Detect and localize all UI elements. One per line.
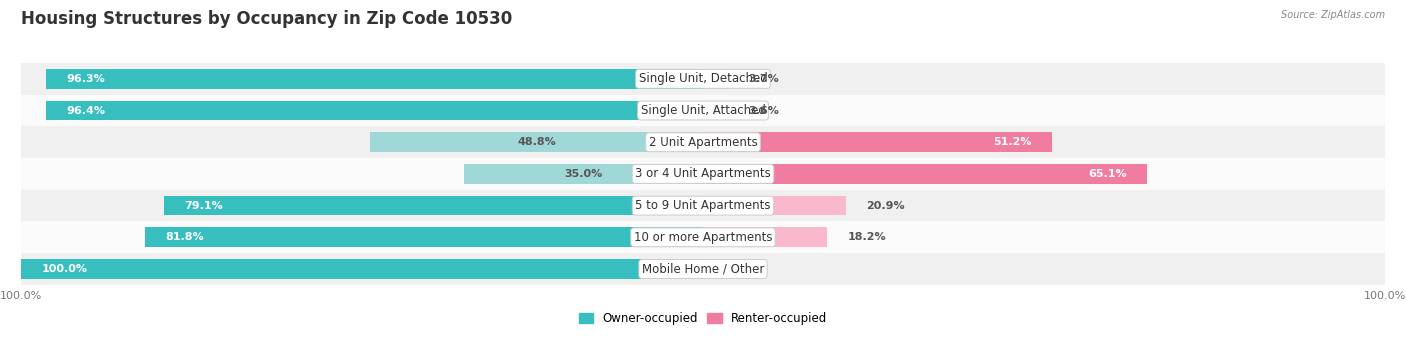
Bar: [703, 227, 827, 247]
Text: 18.2%: 18.2%: [848, 232, 886, 242]
Text: 79.1%: 79.1%: [184, 201, 222, 211]
Bar: [21, 253, 1385, 285]
Bar: [145, 227, 703, 247]
Text: Housing Structures by Occupancy in Zip Code 10530: Housing Structures by Occupancy in Zip C…: [21, 10, 512, 28]
Text: 10 or more Apartments: 10 or more Apartments: [634, 231, 772, 244]
Text: 20.9%: 20.9%: [866, 201, 904, 211]
Text: Single Unit, Detached: Single Unit, Detached: [638, 72, 768, 85]
Legend: Owner-occupied, Renter-occupied: Owner-occupied, Renter-occupied: [574, 308, 832, 330]
Text: 48.8%: 48.8%: [517, 137, 555, 147]
Text: 2 Unit Apartments: 2 Unit Apartments: [648, 136, 758, 149]
Bar: [703, 196, 845, 216]
Bar: [163, 196, 703, 216]
Bar: [464, 164, 703, 184]
Bar: [703, 101, 727, 120]
Bar: [21, 190, 1385, 221]
Text: 51.2%: 51.2%: [993, 137, 1032, 147]
Bar: [21, 259, 703, 279]
Text: 100.0%: 100.0%: [42, 264, 87, 274]
Text: 35.0%: 35.0%: [565, 169, 603, 179]
Text: Source: ZipAtlas.com: Source: ZipAtlas.com: [1281, 10, 1385, 20]
Bar: [703, 164, 1147, 184]
Text: Single Unit, Attached: Single Unit, Attached: [641, 104, 765, 117]
Text: 96.3%: 96.3%: [66, 74, 105, 84]
Bar: [370, 132, 703, 152]
Bar: [703, 69, 728, 89]
Bar: [703, 132, 1052, 152]
Text: Mobile Home / Other: Mobile Home / Other: [641, 263, 765, 276]
Text: 96.4%: 96.4%: [66, 105, 105, 116]
Bar: [21, 221, 1385, 253]
Bar: [46, 69, 703, 89]
Bar: [21, 63, 1385, 95]
Text: 65.1%: 65.1%: [1088, 169, 1126, 179]
Text: 3.7%: 3.7%: [748, 74, 779, 84]
Text: 5 to 9 Unit Apartments: 5 to 9 Unit Apartments: [636, 199, 770, 212]
Bar: [21, 158, 1385, 190]
Text: 3 or 4 Unit Apartments: 3 or 4 Unit Apartments: [636, 167, 770, 180]
Bar: [21, 127, 1385, 158]
Text: 3.6%: 3.6%: [748, 105, 779, 116]
Bar: [21, 95, 1385, 127]
Text: 81.8%: 81.8%: [166, 232, 204, 242]
Bar: [45, 101, 703, 120]
